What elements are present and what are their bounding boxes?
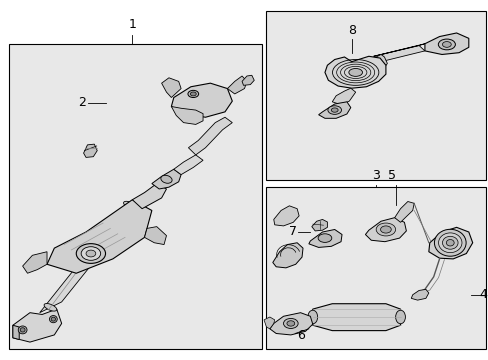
Polygon shape: [161, 78, 181, 98]
Polygon shape: [272, 243, 303, 268]
Polygon shape: [47, 200, 152, 273]
Polygon shape: [325, 56, 385, 88]
Ellipse shape: [442, 41, 450, 47]
Polygon shape: [331, 88, 355, 105]
Ellipse shape: [51, 317, 56, 321]
Text: 4: 4: [478, 288, 486, 301]
Text: 6: 6: [296, 329, 304, 342]
Ellipse shape: [442, 236, 457, 249]
Ellipse shape: [283, 319, 298, 328]
Bar: [266, 187, 485, 348]
Ellipse shape: [187, 90, 198, 98]
Polygon shape: [373, 45, 424, 62]
Ellipse shape: [190, 92, 196, 96]
Polygon shape: [269, 313, 312, 335]
Text: 1: 1: [128, 18, 136, 31]
Polygon shape: [318, 102, 350, 118]
Polygon shape: [83, 144, 97, 157]
Polygon shape: [13, 309, 61, 342]
Polygon shape: [173, 155, 203, 175]
Bar: [9, 44, 261, 348]
Ellipse shape: [375, 223, 395, 236]
Polygon shape: [410, 289, 428, 300]
Ellipse shape: [327, 106, 341, 114]
Ellipse shape: [380, 226, 390, 233]
Ellipse shape: [395, 310, 405, 324]
Polygon shape: [424, 33, 468, 54]
Ellipse shape: [318, 234, 331, 242]
Text: 5: 5: [387, 169, 396, 182]
Polygon shape: [308, 229, 341, 247]
Ellipse shape: [81, 247, 101, 260]
Text: 8: 8: [347, 23, 355, 37]
Ellipse shape: [86, 250, 96, 257]
Polygon shape: [171, 83, 232, 117]
Ellipse shape: [433, 229, 465, 256]
Ellipse shape: [123, 201, 136, 209]
Bar: [266, 12, 485, 180]
Ellipse shape: [76, 244, 105, 264]
Ellipse shape: [437, 39, 454, 50]
Polygon shape: [365, 218, 406, 242]
Polygon shape: [264, 317, 274, 329]
Polygon shape: [13, 325, 19, 339]
Ellipse shape: [307, 310, 317, 324]
Polygon shape: [312, 304, 400, 330]
Polygon shape: [40, 202, 142, 313]
Ellipse shape: [330, 108, 337, 112]
Ellipse shape: [49, 316, 57, 323]
Text: 3: 3: [371, 169, 379, 182]
Polygon shape: [22, 252, 47, 273]
Ellipse shape: [286, 321, 294, 326]
Polygon shape: [188, 117, 232, 155]
Text: 7: 7: [288, 225, 297, 238]
Text: 2: 2: [78, 96, 86, 109]
Polygon shape: [144, 226, 166, 244]
Ellipse shape: [18, 326, 27, 334]
Polygon shape: [394, 202, 413, 222]
Polygon shape: [428, 227, 472, 259]
Ellipse shape: [44, 303, 57, 311]
Ellipse shape: [438, 233, 461, 253]
Ellipse shape: [348, 68, 362, 76]
Polygon shape: [152, 169, 181, 189]
Ellipse shape: [161, 175, 172, 183]
Polygon shape: [273, 206, 299, 226]
Polygon shape: [369, 54, 386, 72]
Polygon shape: [132, 184, 166, 209]
Polygon shape: [311, 220, 327, 231]
Polygon shape: [171, 107, 203, 125]
Ellipse shape: [20, 328, 25, 332]
Polygon shape: [227, 76, 246, 94]
Ellipse shape: [446, 239, 453, 246]
Polygon shape: [242, 75, 254, 85]
Polygon shape: [373, 44, 424, 56]
